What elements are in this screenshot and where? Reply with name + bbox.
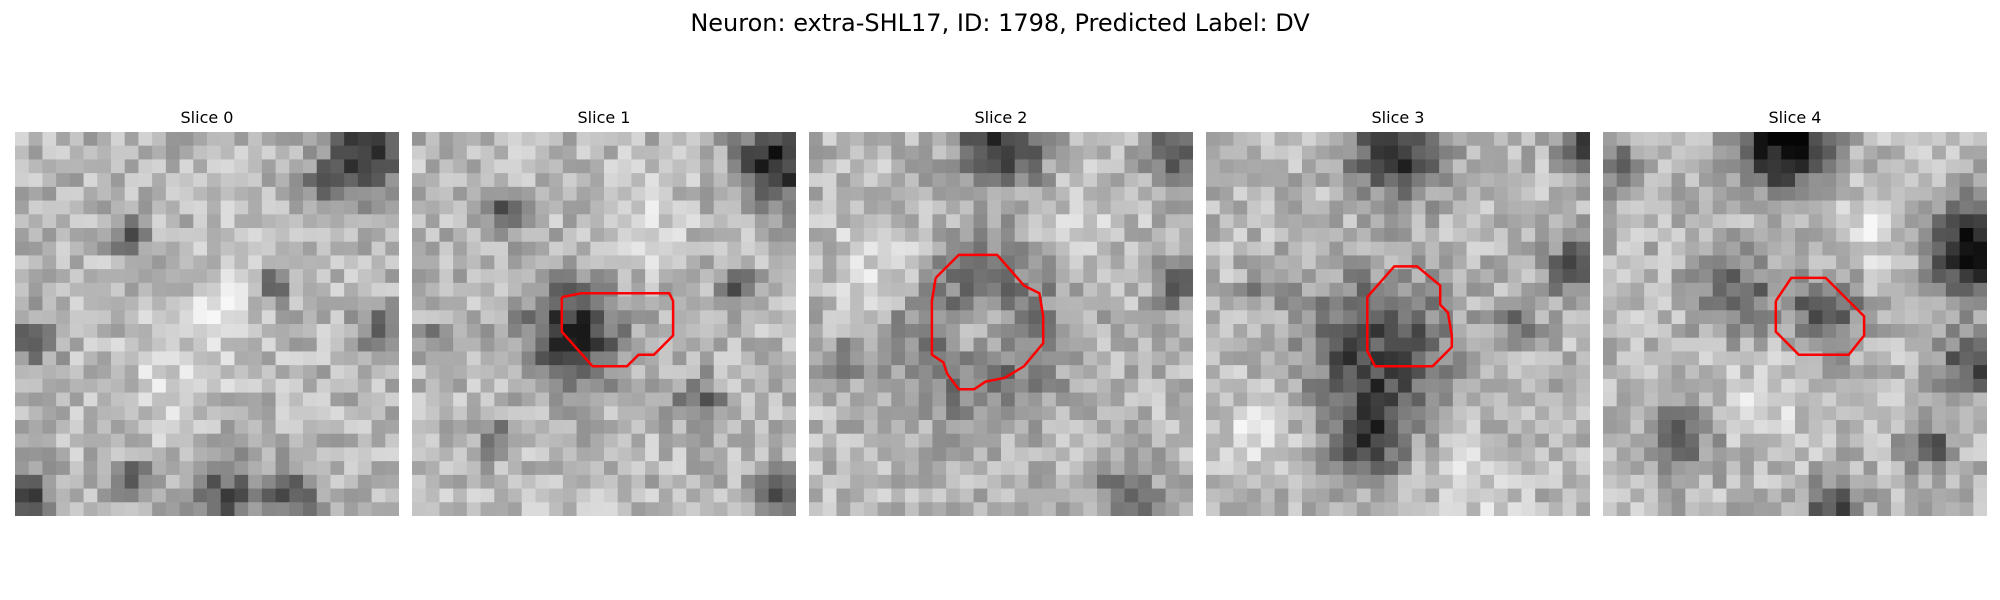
slice-panel-2: Slice 2 [809,108,1193,516]
slice-image-0 [15,132,399,516]
slice-panel-3: Slice 3 [1206,108,1590,516]
slice-title-1: Slice 1 [577,108,631,127]
slice-title-4: Slice 4 [1768,108,1822,127]
slice-panel-4: Slice 4 [1603,108,1987,516]
slice-panel-0: Slice 0 [15,108,399,516]
slice-image-1 [412,132,796,516]
neuron-contour [1774,276,1866,356]
slice-image-2 [809,132,1193,516]
slice-image-3 [1206,132,1590,516]
slice-title-0: Slice 0 [180,108,234,127]
pixel-grid [1206,132,1590,516]
neuron-contour [1366,265,1454,368]
pixel-grid [1603,132,1987,516]
neuron-contour [560,292,675,368]
slice-title-3: Slice 3 [1371,108,1425,127]
slice-image-4 [1603,132,1987,516]
slice-panel-1: Slice 1 [412,108,796,516]
pixel-grid [809,132,1193,516]
figure-title: Neuron: extra-SHL17, ID: 1798, Predicted… [690,9,1310,37]
slice-title-2: Slice 2 [974,108,1028,127]
pixel-grid [412,132,796,516]
pixel-grid [15,132,399,516]
neuron-contour [930,253,1045,391]
